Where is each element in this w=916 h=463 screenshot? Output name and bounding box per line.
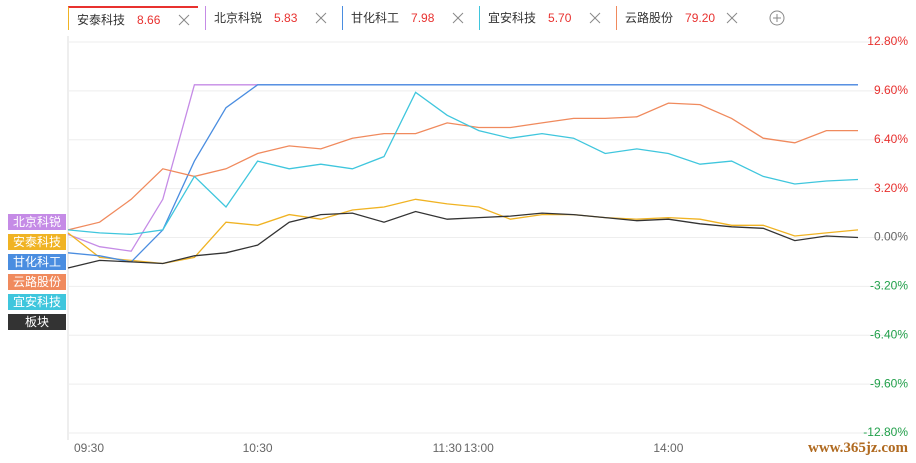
tab-name: 宜安科技 [488, 11, 537, 25]
watermark: www.365jz.com [808, 440, 908, 456]
add-button[interactable] [769, 10, 785, 26]
tab-name: 北京科锐 [214, 11, 263, 25]
close-icon[interactable] [178, 14, 190, 26]
y-tick-label: -12.80% [863, 425, 908, 439]
series-line [67, 102, 858, 231]
legend-item: 北京科锐 [8, 214, 66, 230]
tab-price: 5.83 [274, 11, 298, 25]
stock-tab[interactable]: 安泰科技 8.66 [68, 6, 198, 30]
close-icon[interactable] [452, 12, 464, 24]
stock-tab[interactable]: 宜安科技 5.70 [479, 6, 609, 30]
legend-item: 甘化科工 [8, 254, 66, 270]
legend-item: 板块 [8, 314, 66, 330]
tab-name: 甘化科工 [351, 11, 400, 25]
y-tick-label: 6.40% [874, 132, 908, 146]
y-tick-label: 3.20% [874, 181, 908, 195]
tab-price: 8.66 [137, 13, 161, 27]
tab-price: 5.70 [548, 11, 572, 25]
tab-price: 7.98 [411, 11, 435, 25]
stock-tab[interactable]: 甘化科工 7.98 [342, 6, 472, 30]
close-stroke [452, 12, 464, 24]
y-tick-label: 0.00% [874, 230, 908, 244]
series-line [67, 91, 859, 236]
x-tick-label: 11:30 [433, 441, 462, 455]
legend-item: 安泰科技 [8, 234, 66, 250]
series-line [67, 198, 859, 265]
tab-name: 云路股份 [625, 11, 674, 25]
y-tick-label: -3.20% [870, 279, 908, 293]
y-tick-label: 12.80% [867, 34, 908, 48]
series-line [67, 84, 858, 252]
close-icon[interactable] [726, 12, 738, 24]
y-tick-label: 9.60% [874, 83, 908, 97]
close-icon[interactable] [315, 12, 327, 24]
tab-price: 79.20 [685, 11, 716, 25]
stock-tab[interactable]: 北京科锐 5.83 [205, 6, 335, 30]
close-stroke [726, 12, 738, 24]
series-line [67, 210, 859, 269]
tab-name: 安泰科技 [77, 13, 126, 27]
y-tick-label: -9.60% [870, 376, 908, 390]
x-tick-label: 14:00 [653, 441, 683, 455]
close-stroke [178, 14, 190, 26]
stock-tab[interactable]: 云路股份 79.20 [616, 6, 746, 30]
x-tick-label: 09:30 [74, 441, 104, 455]
legend-item: 宜安科技 [8, 294, 66, 310]
close-icon[interactable] [589, 12, 601, 24]
x-tick-label: 13:00 [464, 441, 494, 455]
close-stroke [589, 12, 601, 24]
close-stroke [315, 12, 327, 24]
series-line [67, 84, 858, 263]
y-tick-label: -6.40% [870, 327, 908, 341]
legend-item: 云路股份 [8, 274, 66, 290]
x-tick-label: 10:30 [243, 441, 273, 455]
